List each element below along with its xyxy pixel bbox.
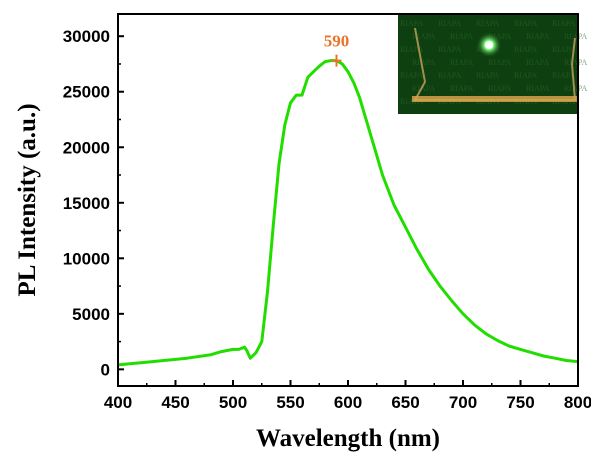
watermark-text: RIAPA xyxy=(438,71,461,80)
watermark-text: RIAPA xyxy=(552,45,575,54)
y-tick-label: 15000 xyxy=(63,194,110,213)
watermark-text: RIAPA xyxy=(552,71,575,80)
watermark-text: RIAPA xyxy=(450,32,473,41)
watermark-text: RIAPA xyxy=(526,84,549,93)
y-tick-label: 20000 xyxy=(63,138,110,157)
watermark-text: RIAPA xyxy=(488,32,511,41)
watermark-text: RIAPA xyxy=(412,84,435,93)
watermark-text: RIAPA xyxy=(412,32,435,41)
watermark-text: RIAPA xyxy=(476,71,499,80)
y-tick-label: 10000 xyxy=(63,249,110,268)
y-tick-label: 30000 xyxy=(63,27,110,46)
x-tick-label: 650 xyxy=(391,393,419,412)
watermark-text: RIAPA xyxy=(438,45,461,54)
y-tick-label: 5000 xyxy=(72,305,110,324)
x-tick-label: 450 xyxy=(161,393,189,412)
watermark-text: RIAPA xyxy=(526,32,549,41)
x-tick-label: 750 xyxy=(506,393,534,412)
watermark-text: RIAPA xyxy=(400,97,423,106)
watermark-text: RIAPA xyxy=(450,58,473,67)
watermark-text: RIAPA xyxy=(552,19,575,28)
watermark-text: RIAPA xyxy=(488,84,511,93)
watermark-text: RIAPA xyxy=(514,71,537,80)
watermark-text: RIAPA xyxy=(400,45,423,54)
watermark-text: RIAPA xyxy=(564,32,587,41)
x-tick-label: 500 xyxy=(219,393,247,412)
watermark-text: RIAPA xyxy=(476,19,499,28)
watermark-text: RIAPA xyxy=(526,58,549,67)
watermark-text: RIAPA xyxy=(514,45,537,54)
watermark-text: RIAPA xyxy=(400,71,423,80)
watermark-text: RIAPA xyxy=(450,84,473,93)
peak-label: 590 xyxy=(324,32,350,51)
watermark-text: RIAPA xyxy=(400,19,423,28)
x-tick-label: 700 xyxy=(449,393,477,412)
x-axis-title: Wavelength (nm) xyxy=(256,425,440,452)
y-tick-label: 0 xyxy=(101,360,110,379)
watermark-text: RIAPA xyxy=(412,58,435,67)
x-tick-label: 800 xyxy=(564,393,591,412)
watermark-text: RIAPA xyxy=(564,84,587,93)
x-tick-label: 600 xyxy=(334,393,362,412)
watermark-text: RIAPA xyxy=(514,19,537,28)
watermark-text: RIAPA xyxy=(438,19,461,28)
watermark-text: RIAPA xyxy=(564,58,587,67)
x-tick-label: 400 xyxy=(104,393,132,412)
y-tick-label: 25000 xyxy=(63,83,110,102)
watermark-text: RIAPA xyxy=(488,58,511,67)
x-tick-label: 550 xyxy=(276,393,304,412)
y-axis-title: PL Intensity (a.u.) xyxy=(14,103,41,296)
